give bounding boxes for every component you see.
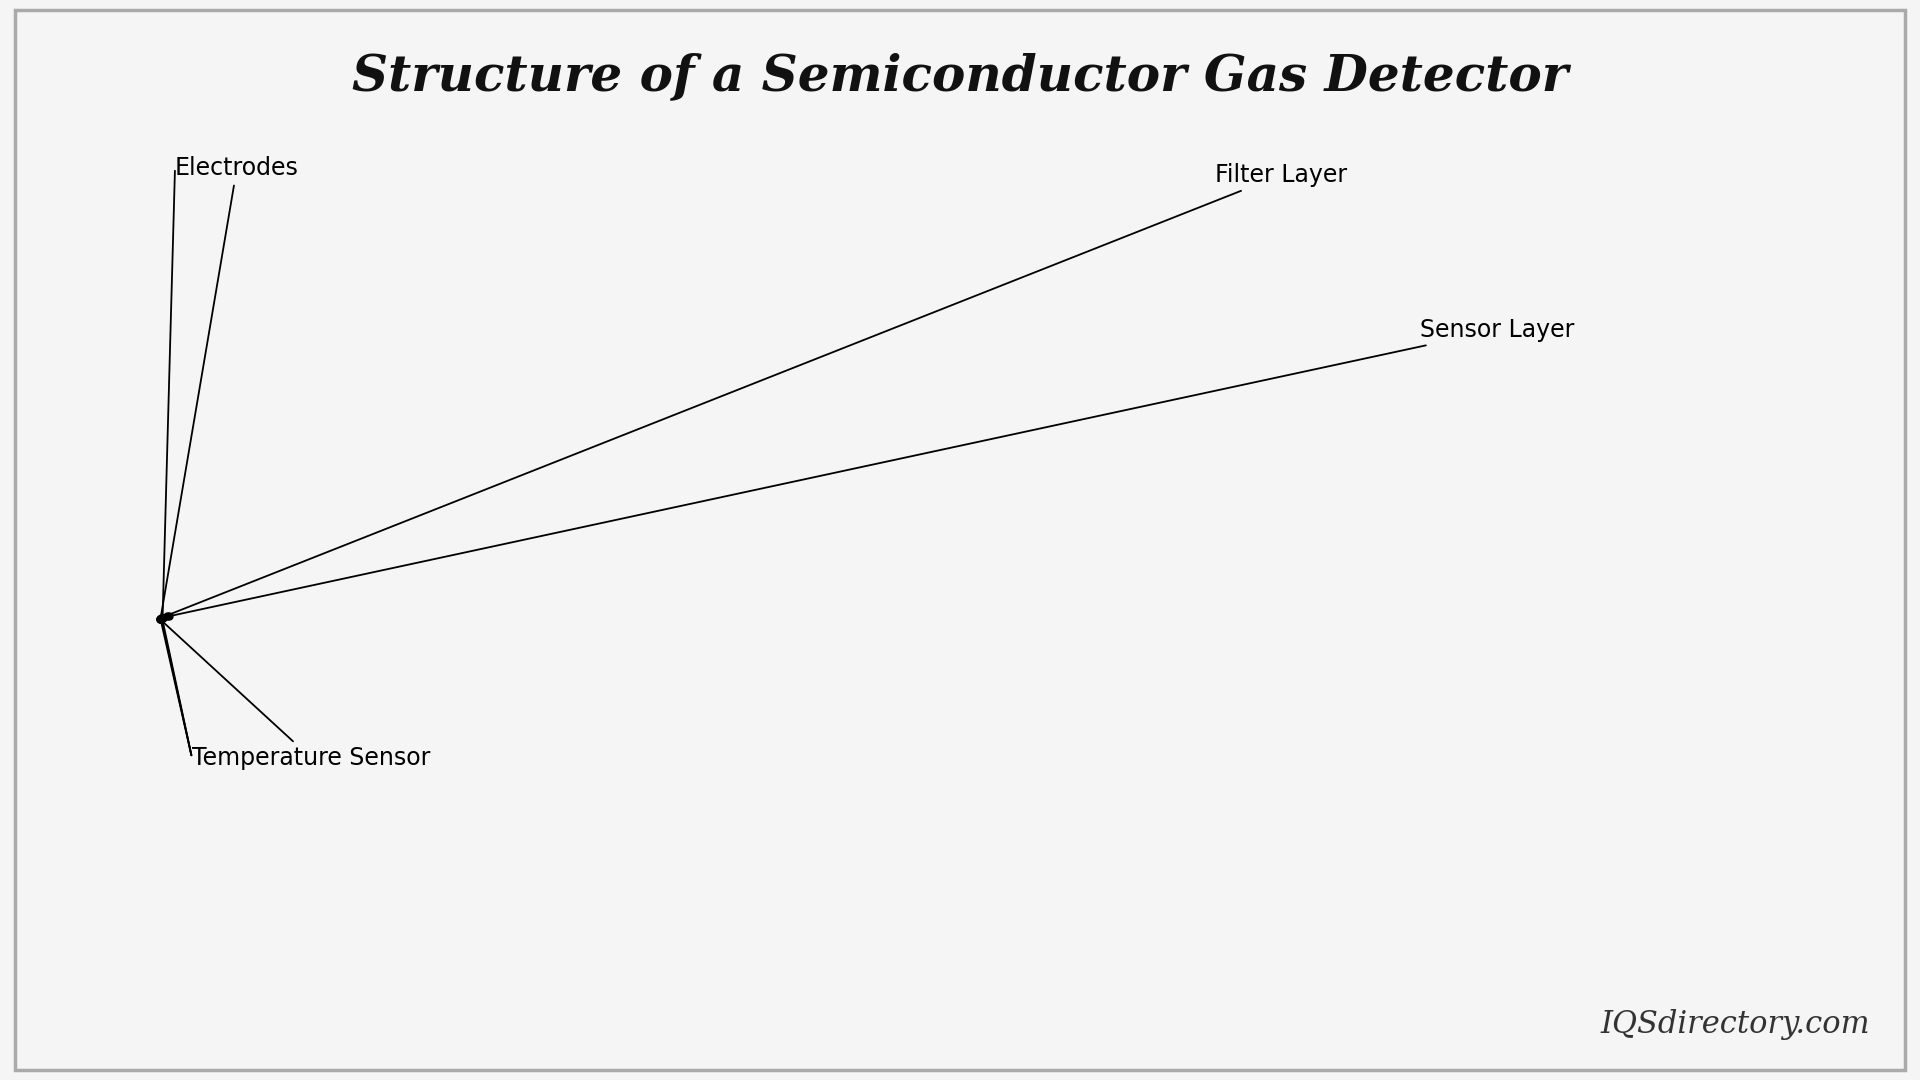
Polygon shape [161, 613, 171, 617]
Polygon shape [161, 616, 169, 618]
Text: Temperature Sensor: Temperature Sensor [161, 621, 430, 770]
Polygon shape [157, 616, 169, 619]
Text: Sensor Layer: Sensor Layer [171, 318, 1574, 616]
Polygon shape [157, 616, 171, 620]
Polygon shape [161, 613, 169, 618]
Text: Filter Layer: Filter Layer [169, 163, 1348, 615]
Polygon shape [161, 616, 171, 619]
Text: IQSdirectory.com: IQSdirectory.com [1601, 1009, 1870, 1040]
Text: Structure of a Semiconductor Gas Detector: Structure of a Semiconductor Gas Detecto… [351, 52, 1569, 102]
Text: Electrodes: Electrodes [161, 156, 300, 616]
